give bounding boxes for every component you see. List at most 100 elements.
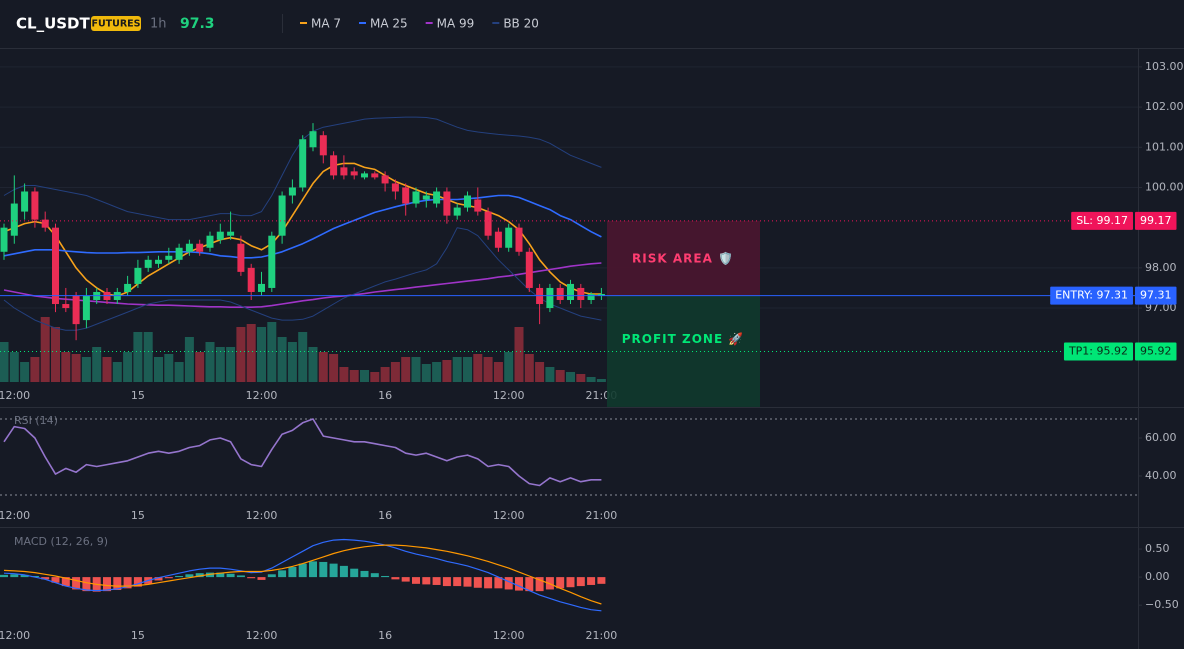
volume-bar xyxy=(329,354,339,382)
level-label: ENTRY: 97.31 xyxy=(1055,289,1128,302)
legend-label: MA 99 xyxy=(437,17,475,31)
candle-body xyxy=(216,231,224,240)
volume-bar xyxy=(452,357,462,382)
legend-label: MA 25 xyxy=(370,17,408,31)
candle-body xyxy=(62,304,70,309)
y-tick-label: 40.00 xyxy=(1145,469,1177,482)
volume-bar xyxy=(370,372,380,382)
histogram-bar xyxy=(298,563,307,578)
candle-body xyxy=(474,199,482,212)
volume-bar xyxy=(298,332,308,382)
x-tick-label: 21:00 xyxy=(586,509,618,522)
level-label-bg xyxy=(1071,211,1133,230)
legend-label: MA 7 xyxy=(311,17,341,31)
x-tick-label: 16 xyxy=(378,509,392,522)
histogram-bar xyxy=(339,565,348,578)
volume-bar xyxy=(524,354,534,382)
candle-body xyxy=(268,235,276,288)
level-label-bg xyxy=(1063,342,1133,361)
y-tick-label: −0.50 xyxy=(1145,598,1179,611)
ma-line xyxy=(3,262,602,308)
volume-bar xyxy=(411,357,421,382)
x-tick-label: 16 xyxy=(378,389,392,402)
volume-bar xyxy=(257,327,266,382)
rsi-label: RSI (14) xyxy=(14,414,58,427)
volume-bar xyxy=(246,324,256,382)
candle-body xyxy=(505,227,513,248)
candle-body xyxy=(597,293,605,296)
macd-label: MACD (12, 26, 9) xyxy=(14,535,108,548)
volume-bar xyxy=(493,362,503,382)
y-tick-label: 98.00 xyxy=(1145,261,1177,274)
candle-body xyxy=(227,231,235,236)
histogram-bar xyxy=(350,568,359,578)
volume-bar xyxy=(463,357,472,382)
candle-body xyxy=(175,247,183,260)
candle-body xyxy=(82,295,90,321)
histogram-bar xyxy=(401,577,410,582)
badge-bg xyxy=(91,16,141,31)
candle-body xyxy=(206,235,214,248)
candle-body xyxy=(350,171,358,176)
volume-bar xyxy=(154,357,163,382)
volume-bar xyxy=(133,332,143,382)
level-label: TP1: 95.92 xyxy=(1068,344,1128,357)
candle-body xyxy=(371,173,379,178)
candle-body xyxy=(31,191,39,220)
volume-bar xyxy=(401,357,411,382)
candle-body xyxy=(577,287,585,301)
histogram-bar xyxy=(0,574,8,578)
volume-bar xyxy=(9,352,19,382)
volume-bar xyxy=(143,332,153,382)
candle-body xyxy=(299,139,307,188)
candle-body xyxy=(587,293,595,301)
candle-body xyxy=(165,255,173,260)
histogram-bar xyxy=(103,577,111,592)
x-tick-label: 12:00 xyxy=(246,629,278,642)
candle-body xyxy=(185,243,193,252)
volume-bar xyxy=(308,347,318,382)
histogram-bar xyxy=(473,577,482,588)
histogram-bar xyxy=(360,570,369,578)
histogram-bar xyxy=(422,577,431,585)
histogram-bar xyxy=(329,563,338,578)
candle-body xyxy=(155,259,162,264)
zone xyxy=(607,220,760,296)
x-tick-label: 12:00 xyxy=(246,509,278,522)
candle-body xyxy=(361,173,368,178)
volume-bar xyxy=(318,352,328,382)
x-tick-label: 12:00 xyxy=(0,389,30,402)
level-value-bg xyxy=(1135,286,1177,305)
histogram-bar xyxy=(175,575,184,578)
candle-body xyxy=(381,175,389,184)
y-tick-label: 0.00 xyxy=(1145,570,1170,583)
volume-bar xyxy=(215,347,225,382)
volume-bar xyxy=(164,354,174,382)
candle-body xyxy=(402,187,410,204)
volume-bar xyxy=(30,357,40,382)
x-tick-label: 12:00 xyxy=(493,389,525,402)
histogram-bar xyxy=(381,575,390,578)
histogram-bar xyxy=(185,574,194,578)
candle-body xyxy=(319,135,327,156)
x-tick-label: 16 xyxy=(378,629,392,642)
volume-bar xyxy=(514,327,524,382)
volume-bar xyxy=(442,360,452,382)
ma-line xyxy=(3,194,602,259)
x-tick-label: 12:00 xyxy=(246,389,278,402)
level-value-bg xyxy=(1135,211,1177,230)
histogram-bar xyxy=(154,577,163,581)
histogram-bar xyxy=(72,577,81,590)
candle-body xyxy=(567,283,574,301)
volume-bar xyxy=(483,357,493,382)
volume-bar xyxy=(92,347,102,382)
histogram-bar xyxy=(61,577,70,587)
candle-body xyxy=(443,191,451,216)
histogram-bar xyxy=(391,577,400,580)
histogram-bar xyxy=(133,577,142,587)
histogram-bar xyxy=(123,577,132,589)
histogram-bar xyxy=(370,573,379,578)
